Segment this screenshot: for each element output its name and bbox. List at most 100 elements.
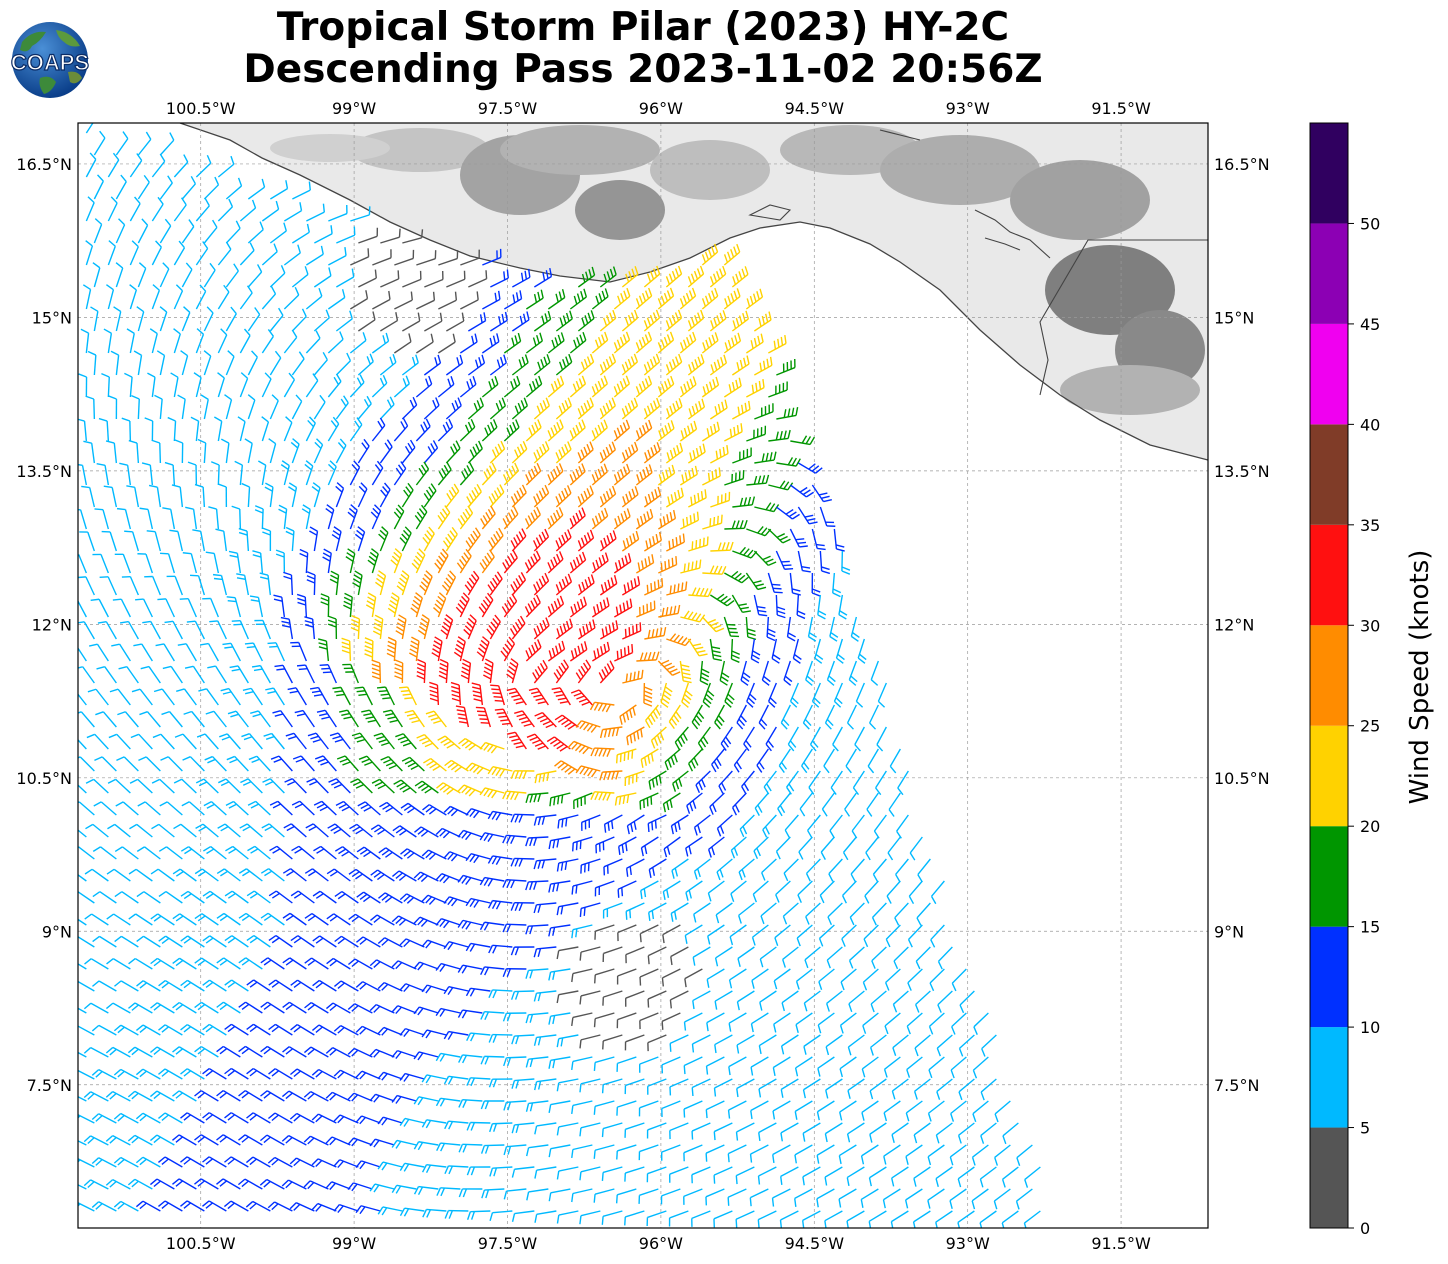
wind-barb [349, 417, 363, 442]
wind-barb [460, 291, 479, 310]
wind-barb [838, 594, 848, 620]
land-terrain [180, 123, 1208, 460]
wind-barb [283, 286, 300, 310]
lon-tick-label-top: 100.5°W [166, 99, 236, 118]
wind-barb [753, 550, 777, 567]
wind-barb [789, 484, 814, 498]
wind-barb [367, 548, 379, 574]
wind-barb [371, 460, 384, 486]
wind-barb [459, 333, 478, 354]
wind-barb [231, 505, 242, 530]
wind-barb [124, 372, 133, 398]
wind-barb [220, 438, 230, 464]
wind-barb [577, 619, 596, 640]
wind-barb [261, 200, 280, 222]
wind-barb [723, 288, 741, 310]
wind-barb [665, 487, 684, 508]
wind-barb [743, 726, 755, 752]
wind-barb [547, 640, 566, 662]
lon-tick-label-top: 99°W [332, 99, 376, 118]
wind-barb [261, 286, 277, 310]
wind-barb [481, 376, 499, 398]
wind-barb [457, 505, 474, 530]
wind-barb [459, 462, 475, 486]
wind-barb [666, 633, 692, 647]
wind-barb [357, 438, 370, 464]
wind-barb [490, 684, 506, 706]
wind-barb [259, 572, 272, 596]
wind-barb [327, 289, 346, 310]
wind-barb [379, 396, 395, 420]
wind-barb [350, 206, 371, 222]
wind-barb [547, 419, 564, 442]
wind-barb [274, 664, 293, 684]
wind-barb [732, 447, 752, 464]
wind-barb [599, 353, 617, 376]
wind-barb [380, 270, 400, 288]
wind-barb [464, 570, 480, 596]
wind-barb [393, 418, 409, 442]
wind-barb [217, 372, 225, 398]
wind-barb [264, 482, 274, 508]
wind-barb [151, 196, 164, 222]
wind-barb [292, 181, 311, 200]
wind-barb [415, 375, 433, 398]
colorbar-label: Wind Speed (knots) [1405, 550, 1435, 805]
wind-barb [142, 620, 161, 640]
wind-barb [422, 526, 435, 552]
wind-barb [80, 328, 90, 354]
colorbar-tick-label: 50 [1360, 214, 1380, 233]
wind-barb [107, 196, 118, 222]
wind-barb [569, 463, 586, 486]
wind-barb [855, 682, 866, 708]
wind-barb [275, 549, 286, 574]
wind-barb [509, 615, 526, 640]
lat-tick-label-right: 15°N [1214, 308, 1254, 327]
wind-barb [87, 350, 97, 376]
wind-barb [357, 482, 368, 508]
wind-barb [304, 460, 314, 486]
wind-barb [335, 438, 347, 464]
wind-barb [239, 372, 249, 398]
wind-barb [429, 681, 440, 706]
wind-barb [613, 375, 631, 398]
wind-barb [234, 460, 244, 486]
wind-barb [731, 310, 750, 332]
wind-barb [376, 686, 395, 706]
wind-barb [665, 353, 683, 376]
wind-barb [826, 660, 836, 686]
map-title-line-2: Descending Pass 2023-11-02 20:56Z [243, 47, 1043, 92]
wind-barb [195, 154, 212, 178]
wind-barb [290, 641, 308, 662]
wind-barb [621, 266, 639, 288]
wind-barb [195, 241, 209, 266]
wind-barb [481, 419, 498, 442]
wind-barb [380, 228, 401, 244]
wind-barb [789, 682, 800, 708]
wind-barb [446, 312, 465, 332]
wind-barb [401, 396, 418, 420]
wind-barb [287, 687, 307, 706]
wind-barb [754, 451, 777, 464]
wind-barb [129, 240, 139, 266]
wind-barb [296, 664, 315, 684]
wind-barb [342, 663, 360, 684]
wind-barb [203, 176, 220, 200]
wind-barb [569, 507, 586, 530]
wind-barb [115, 174, 127, 200]
wind-barb [352, 570, 363, 596]
wind-barb [305, 416, 316, 442]
wind-barb [577, 353, 595, 376]
wind-barb [203, 219, 218, 244]
wind-barb [591, 552, 609, 574]
wind-barb [525, 639, 542, 662]
logo-text: COAPS [11, 50, 89, 75]
wind-barb [343, 592, 353, 618]
wind-barb [481, 333, 500, 354]
wind-barb [285, 732, 307, 750]
wind-barb [643, 309, 661, 332]
wind-barb [551, 687, 571, 706]
lat-tick-label-left: 7.5°N [27, 1076, 72, 1095]
wind-barb [438, 250, 459, 266]
wind-barb [153, 688, 175, 706]
